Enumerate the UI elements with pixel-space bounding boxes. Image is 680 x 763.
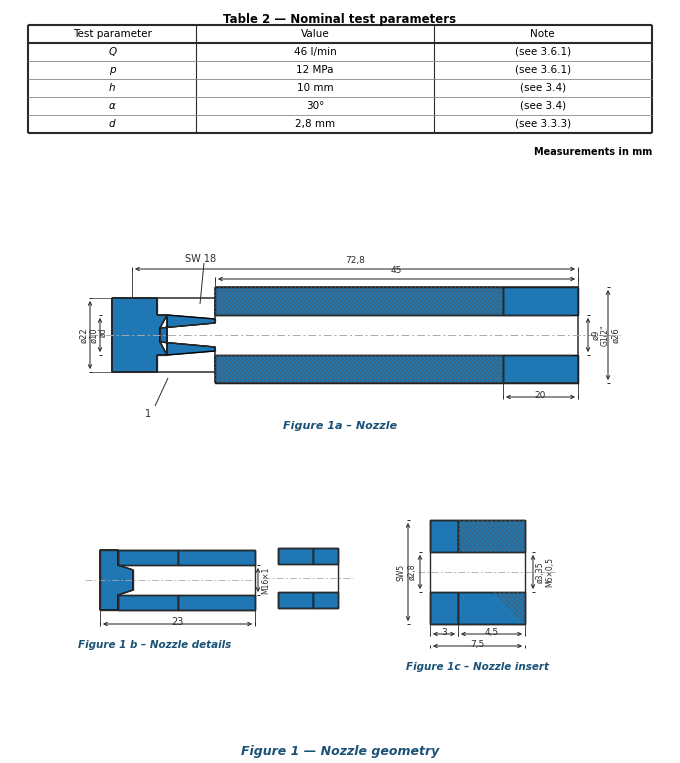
PathPatch shape xyxy=(160,315,215,355)
Text: Test parameter: Test parameter xyxy=(73,29,152,39)
Text: 3: 3 xyxy=(441,628,447,637)
Text: ø2,8: ø2,8 xyxy=(408,564,417,580)
PathPatch shape xyxy=(215,287,503,315)
PathPatch shape xyxy=(215,355,503,383)
Text: (see 3.4): (see 3.4) xyxy=(520,101,566,111)
Text: Value: Value xyxy=(301,29,329,39)
PathPatch shape xyxy=(503,287,578,315)
PathPatch shape xyxy=(278,592,313,608)
Text: Measurements in mm: Measurements in mm xyxy=(534,147,652,157)
Text: (see 3.4): (see 3.4) xyxy=(520,83,566,93)
Text: 1: 1 xyxy=(145,409,151,419)
Text: (see 3.6.1): (see 3.6.1) xyxy=(515,47,571,57)
Text: SW5: SW5 xyxy=(396,563,405,581)
Text: 23: 23 xyxy=(171,617,184,627)
Text: SW 18: SW 18 xyxy=(185,254,216,264)
PathPatch shape xyxy=(178,595,255,610)
Text: α: α xyxy=(109,101,116,111)
Text: G1/2": G1/2" xyxy=(600,324,609,346)
Text: (see 3.6.1): (see 3.6.1) xyxy=(515,65,571,75)
PathPatch shape xyxy=(430,520,458,552)
Text: M6×0,5: M6×0,5 xyxy=(545,557,554,587)
Text: Figure 1 b – Nozzle details: Figure 1 b – Nozzle details xyxy=(78,640,232,650)
Text: ø10: ø10 xyxy=(89,327,98,343)
Text: ød: ød xyxy=(98,327,107,336)
Text: ø9: ø9 xyxy=(591,330,600,340)
Text: 45: 45 xyxy=(391,266,402,275)
Text: 2,8 mm: 2,8 mm xyxy=(295,119,335,129)
PathPatch shape xyxy=(178,550,255,565)
Text: p: p xyxy=(109,65,116,75)
Text: Figure 1a – Nozzle: Figure 1a – Nozzle xyxy=(283,421,397,431)
PathPatch shape xyxy=(430,592,458,624)
Text: 46 l/min: 46 l/min xyxy=(294,47,337,57)
Text: M16×1: M16×1 xyxy=(261,566,270,594)
Text: Table 2 — Nominal test parameters: Table 2 — Nominal test parameters xyxy=(224,13,456,26)
Text: 10 mm: 10 mm xyxy=(296,83,333,93)
Text: 30°: 30° xyxy=(306,101,324,111)
Text: ø3,35: ø3,35 xyxy=(536,562,545,583)
PathPatch shape xyxy=(458,592,525,624)
PathPatch shape xyxy=(458,520,525,552)
Text: (see 3.3.3): (see 3.3.3) xyxy=(515,119,571,129)
Text: 12 MPa: 12 MPa xyxy=(296,65,334,75)
PathPatch shape xyxy=(278,548,313,564)
Text: d: d xyxy=(109,119,116,129)
PathPatch shape xyxy=(313,548,338,564)
Text: ø26: ø26 xyxy=(611,327,620,343)
Text: h: h xyxy=(109,83,116,93)
Text: 72,8: 72,8 xyxy=(345,256,365,265)
PathPatch shape xyxy=(112,298,167,372)
Text: Figure 1 — Nozzle geometry: Figure 1 — Nozzle geometry xyxy=(241,745,439,758)
Text: Figure 1c – Nozzle insert: Figure 1c – Nozzle insert xyxy=(406,662,549,672)
PathPatch shape xyxy=(118,595,178,610)
Text: 7,5: 7,5 xyxy=(471,640,485,649)
Text: ø22: ø22 xyxy=(79,327,88,343)
PathPatch shape xyxy=(118,550,178,565)
PathPatch shape xyxy=(503,355,578,383)
PathPatch shape xyxy=(100,550,133,610)
Text: 4,5: 4,5 xyxy=(484,628,498,637)
PathPatch shape xyxy=(313,592,338,608)
Text: Q: Q xyxy=(108,47,116,57)
Text: 20: 20 xyxy=(534,391,546,400)
Text: Note: Note xyxy=(530,29,555,39)
